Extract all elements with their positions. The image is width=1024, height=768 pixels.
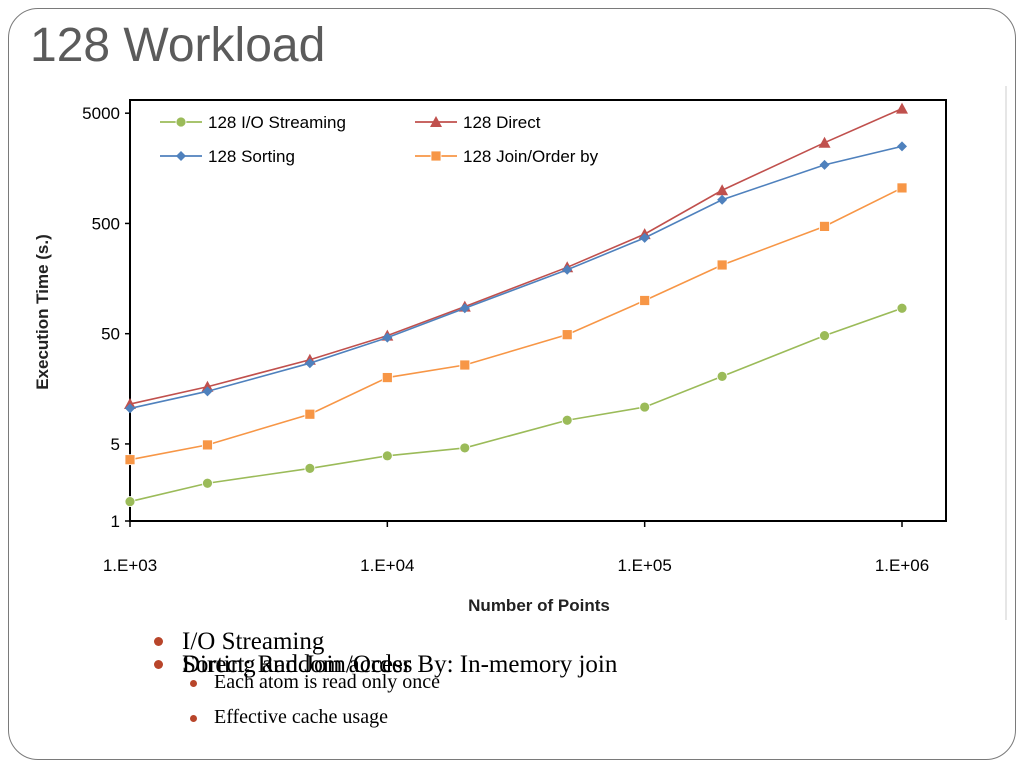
data-point (561, 414, 573, 426)
bullet-dot (154, 660, 163, 669)
data-point (381, 372, 393, 383)
y-tick-label: 5000 (82, 104, 120, 123)
chart-legend: 128 I/O Streaming 128 Direct 128 Sorting 12… (160, 113, 599, 166)
data-point (304, 462, 316, 474)
x-axis-label: Number of Points (468, 596, 610, 615)
chart: 1 5 50 500 5000 1.E+03 1.E+04 1.E+05 1.E+06 Numbe… (33, 99, 947, 615)
data-point (819, 330, 830, 342)
legend-entry: 128 Direct (463, 113, 541, 132)
data-point (561, 329, 573, 341)
data-point (202, 439, 213, 451)
y-tick-label: 1 (111, 512, 120, 531)
data-point (304, 358, 315, 369)
bullet-dot (154, 637, 163, 646)
bullet-item: Effective cache usage (214, 706, 388, 728)
x-tick-label: 1.E+06 (875, 556, 929, 575)
x-tick-label: 1.E+05 (617, 556, 671, 575)
data-point (896, 302, 908, 314)
bullet-dot (190, 680, 197, 687)
data-point (459, 442, 471, 454)
data-point (202, 477, 213, 489)
page-title: 128 Workload (30, 19, 326, 72)
slide-frame (8, 8, 1016, 760)
series-line (129, 307, 903, 503)
x-tick-label: 1.E+04 (360, 556, 414, 575)
bullet-item: Sorting and Join/Order By: In-memory joi… (182, 651, 618, 678)
data-point (202, 386, 213, 397)
data-point (430, 150, 442, 162)
y-tick-label: 500 (92, 214, 120, 233)
data-point (430, 116, 442, 127)
series-line (129, 145, 903, 410)
data-point (459, 359, 471, 371)
data-point (819, 221, 830, 232)
data-point (639, 232, 650, 243)
data-point (639, 401, 651, 413)
bullet-dot (190, 715, 197, 722)
data-point (639, 295, 651, 306)
y-tick-label: 5 (111, 435, 120, 454)
x-tick-label: 1.E+03 (103, 556, 157, 575)
y-tick-label: 50 (101, 325, 120, 344)
data-point (176, 151, 186, 161)
y-axis-label: Execution Time (s.) (33, 234, 52, 390)
data-point (819, 159, 830, 170)
legend-entry: 128 Join/Order by (463, 147, 599, 166)
data-point (125, 403, 135, 414)
data-point (716, 184, 729, 196)
data-point (818, 136, 831, 148)
data-point (304, 408, 316, 420)
bullet-item: Each atom is read only once (214, 671, 441, 693)
data-point (562, 264, 573, 275)
data-point (896, 102, 908, 114)
plot-area (129, 99, 947, 522)
data-point (716, 259, 728, 271)
data-point (175, 116, 187, 128)
legend-entry: 128 Sorting (208, 147, 295, 166)
chart-marks (124, 102, 908, 507)
legend-entry: 128 I/O Streaming (208, 113, 346, 132)
data-point (124, 454, 136, 466)
data-point (896, 182, 908, 194)
data-point (124, 496, 136, 507)
bullet-item: I/O Streaming (182, 628, 325, 655)
data-point (897, 141, 907, 152)
data-point (716, 370, 728, 382)
chart-axes: 1 5 50 500 5000 1.E+03 1.E+04 1.E+05 1.E+06 Numbe… (33, 99, 947, 615)
bullet-item: Direct: Random access (182, 651, 413, 678)
series-line (129, 187, 903, 461)
series-line (129, 107, 903, 405)
data-point (201, 380, 214, 392)
divider (1005, 86, 1007, 620)
data-point (382, 332, 393, 343)
data-point (717, 194, 728, 205)
data-point (459, 303, 470, 314)
data-point (381, 450, 393, 462)
